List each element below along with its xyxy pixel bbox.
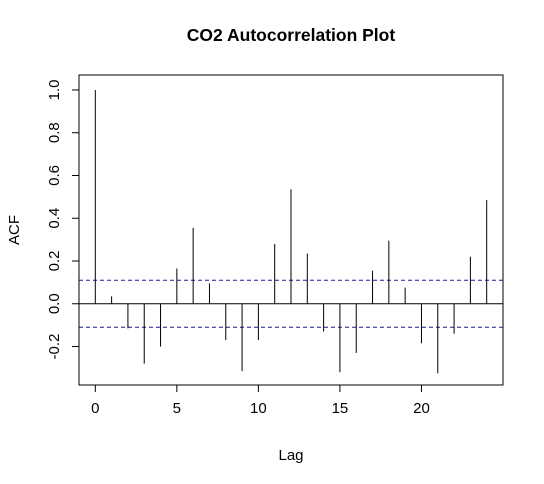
- y-axis: -0.2 0.0 0.2 0.4 0.6 0.8 1.0: [46, 80, 80, 360]
- x-axis: 0 5 10 15 20: [91, 384, 430, 417]
- x-tick-label: 10: [250, 400, 267, 417]
- y-tick-label: 0.8: [46, 122, 63, 143]
- y-tick-label: 0.0: [46, 293, 63, 314]
- x-axis-label: Lag: [278, 447, 303, 464]
- x-tick-label: 20: [413, 400, 430, 417]
- x-tick-label: 0: [91, 400, 99, 417]
- y-tick-label: 1.0: [46, 80, 63, 101]
- y-tick-label: -0.2: [46, 334, 63, 360]
- x-tick-label: 5: [173, 400, 181, 417]
- y-tick-label: 0.6: [46, 165, 63, 186]
- y-axis-label: ACF: [6, 215, 23, 245]
- y-tick-label: 0.2: [46, 251, 63, 272]
- x-tick-label: 15: [332, 400, 349, 417]
- chart-title: CO2 Autocorrelation Plot: [187, 25, 396, 45]
- y-tick-label: 0.4: [46, 208, 63, 229]
- acf-bars: [94, 89, 488, 374]
